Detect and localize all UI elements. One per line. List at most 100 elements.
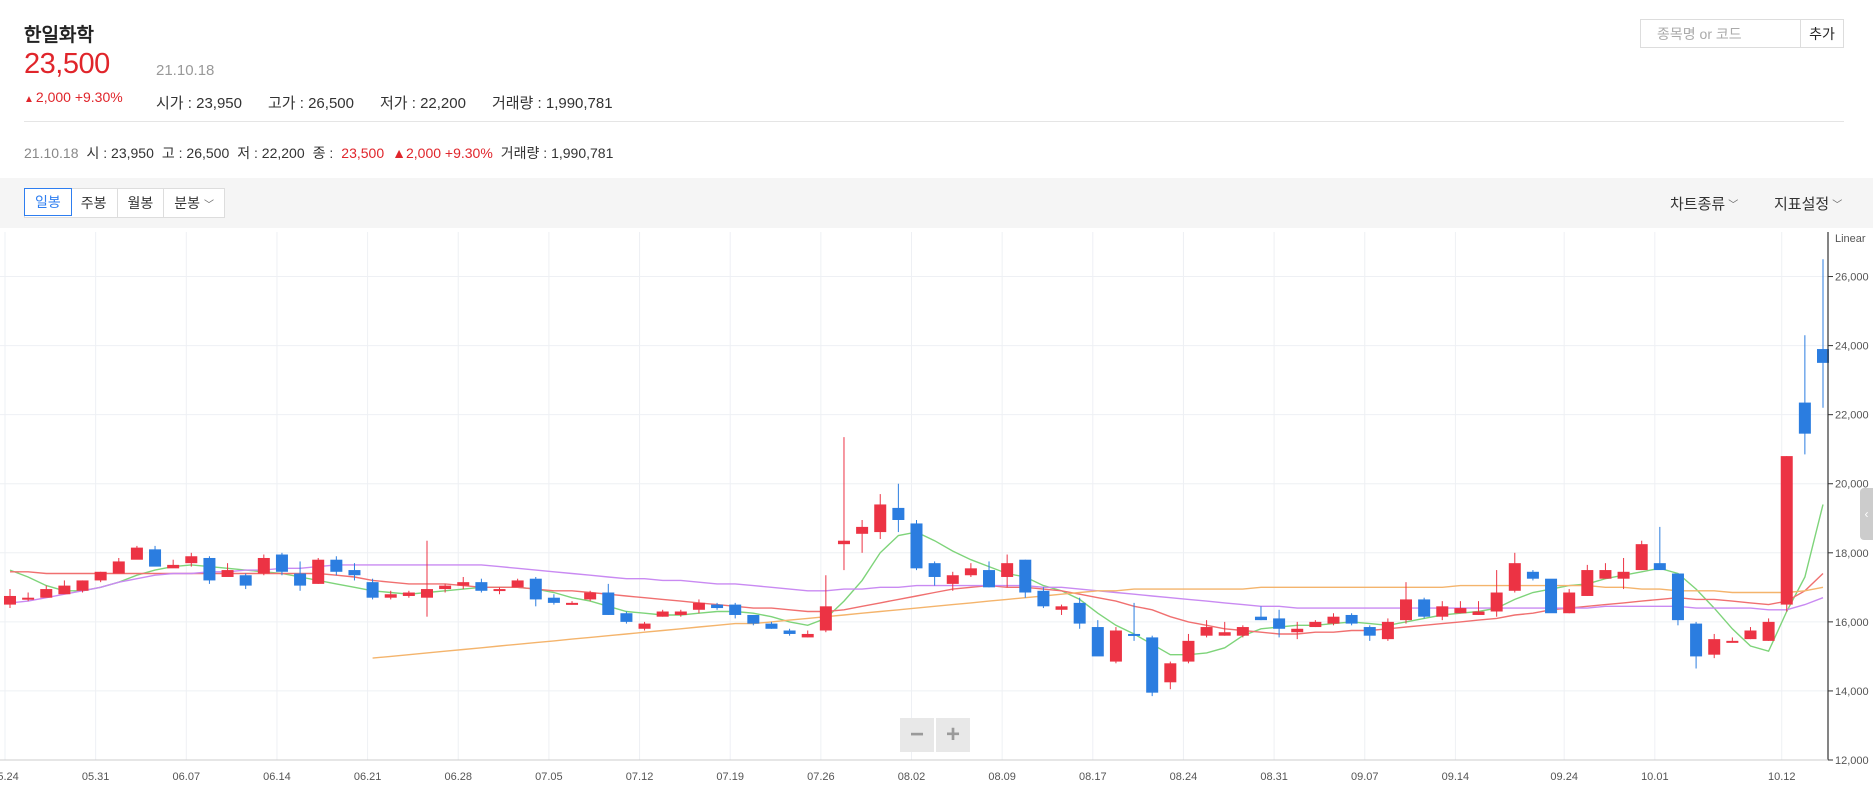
candle: [1109, 627, 1122, 664]
candle-body: [964, 568, 977, 576]
candle-body: [1273, 618, 1286, 629]
x-tick-label: 07.26: [807, 771, 835, 783]
candle-body: [1128, 633, 1141, 636]
candle: [257, 554, 270, 576]
candle: [58, 580, 71, 595]
candle-body: [1037, 590, 1050, 607]
indicator-settings-dropdown[interactable]: 지표설정 ﹀: [1774, 193, 1842, 214]
candle-body: [439, 585, 452, 590]
candle-body: [910, 523, 923, 569]
candle-body: [312, 559, 325, 584]
candle-body: [457, 582, 470, 586]
zoom-out-button[interactable]: −: [900, 718, 934, 752]
tab-monthly[interactable]: 월봉: [118, 189, 165, 217]
x-tick-label: 07.12: [626, 771, 654, 783]
candle-body: [112, 561, 125, 574]
low-price: 저가 : 22,200: [379, 95, 466, 112]
candle-body: [1436, 606, 1449, 617]
ohlv-summary: 시가 : 23,950 고가 : 26,500 저가 : 22,200 거래량 …: [156, 92, 613, 113]
price-change: ▲ 2,000 +9.30%: [24, 89, 123, 105]
candle: [1436, 601, 1449, 621]
candle-body: [203, 557, 216, 581]
y-tick-label: 20,000: [1835, 479, 1869, 491]
candle: [1146, 635, 1159, 697]
x-tick-label: 06.28: [444, 771, 472, 783]
chart-type-dropdown[interactable]: 차트종류 ﹀: [1670, 193, 1738, 214]
candle: [384, 590, 397, 600]
chevron-down-icon: ﹀: [1832, 200, 1843, 211]
candle-body: [1345, 614, 1358, 624]
candle-body: [874, 504, 887, 533]
x-tick-label: 08.02: [898, 771, 926, 783]
candle: [275, 552, 288, 576]
indicator-settings-label: 지표설정: [1774, 196, 1830, 213]
info-low: 저 : 22,200: [237, 145, 305, 161]
candle: [22, 592, 35, 602]
tab-minute-label: 분봉: [174, 195, 201, 211]
candle-body: [58, 585, 71, 595]
candle: [747, 614, 760, 626]
x-tick-label: 06.21: [354, 771, 382, 783]
x-tick-label: 06.14: [263, 771, 291, 783]
scale-label: Linear: [1835, 233, 1866, 245]
candle: [1381, 618, 1394, 641]
candle-body: [1545, 578, 1558, 614]
candle-body: [1671, 573, 1684, 621]
candle: [1454, 601, 1467, 614]
candle: [566, 601, 579, 605]
candle-body: [493, 589, 506, 592]
tab-daily[interactable]: 일봉: [24, 188, 72, 216]
candle: [76, 580, 89, 593]
candle-body: [1653, 563, 1666, 571]
candle-body: [1744, 630, 1757, 640]
chart-grid: [0, 232, 1828, 761]
candle-body: [257, 557, 270, 574]
chevron-down-icon: ﹀: [203, 199, 214, 211]
x-tick-label: 05.24: [0, 771, 19, 783]
candle: [221, 563, 234, 577]
candle-body: [729, 604, 742, 615]
candle-body: [1472, 611, 1485, 615]
candle: [1091, 620, 1104, 657]
candle-body: [692, 602, 705, 610]
candle-body: [420, 589, 433, 598]
candle-body: [475, 582, 488, 591]
candle-body: [1055, 606, 1068, 610]
candle-body: [711, 604, 724, 609]
candle-body: [1019, 559, 1032, 593]
candle: [439, 583, 452, 593]
zoom-controls: − +: [900, 718, 970, 752]
candle-body: [1798, 402, 1811, 434]
candle-body: [892, 507, 905, 520]
candle: [946, 571, 959, 591]
tab-weekly[interactable]: 주봉: [71, 189, 118, 217]
side-panel-toggle[interactable]: ‹: [1860, 488, 1873, 540]
candle: [348, 563, 361, 581]
zoom-in-button[interactable]: +: [936, 718, 970, 752]
candle: [1001, 554, 1014, 588]
candle: [1563, 589, 1576, 614]
candle: [983, 561, 996, 588]
candle-body: [1001, 563, 1014, 577]
candle: [638, 621, 651, 631]
candle-body: [1690, 623, 1703, 657]
candle-info-bar: 21.10.18 시 : 23,950 고 : 26,500 저 : 22,20…: [24, 143, 613, 163]
stock-name: 한일화학: [24, 25, 94, 46]
candle: [1164, 661, 1177, 690]
open-price: 시가 : 23,950: [156, 95, 242, 112]
candle: [366, 578, 379, 600]
candle-body: [167, 564, 180, 569]
candle: [656, 609, 669, 617]
add-stock-button[interactable]: 추가: [1800, 19, 1844, 48]
stock-search-input[interactable]: [1640, 19, 1800, 48]
candle-body: [1164, 663, 1177, 683]
candle-body: [330, 559, 343, 572]
chart-axes: 05.24 05.31 06.07 06.14 06.21 06.28 07.05 07.12…: [0, 232, 1869, 783]
candle: [1653, 526, 1666, 571]
candle: [493, 587, 506, 595]
candle: [584, 590, 597, 602]
candle: [1599, 563, 1612, 579]
y-tick-label: 22,000: [1835, 410, 1869, 422]
tab-minute[interactable]: 분봉 ﹀: [164, 189, 224, 217]
candlestick-chart[interactable]: 05.24 05.31 06.07 06.14 06.21 06.28 07.05 07.12…: [0, 232, 1873, 792]
